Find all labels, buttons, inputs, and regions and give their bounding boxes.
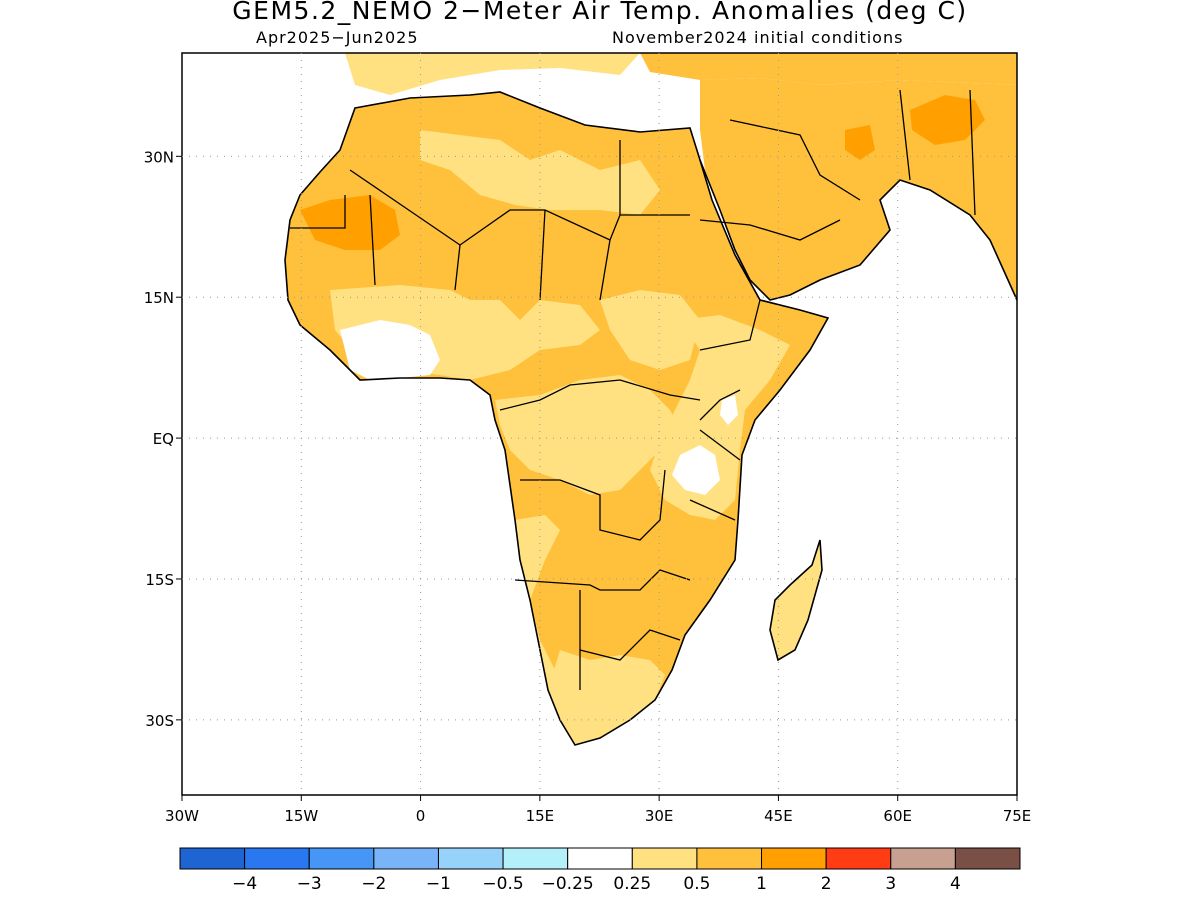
y-tick-label: EQ [153, 430, 174, 448]
colorbar-swatch [179, 847, 246, 870]
colorbar-label: −0.5 [482, 874, 523, 894]
colorbar-swatch [954, 847, 1021, 870]
guinea-coast-normal [340, 320, 440, 380]
colorbar-label: 3 [885, 874, 896, 894]
x-tick-label: 0 [416, 807, 426, 825]
colorbar-label: −1 [426, 874, 451, 894]
x-tick-label: 75E [1003, 807, 1032, 825]
x-tick-label: 30E [645, 807, 674, 825]
colorbar-label: −3 [297, 874, 322, 894]
europe-strip-east [640, 53, 1017, 85]
europe-strip [345, 53, 640, 95]
colorbar-label: 0.5 [683, 874, 710, 894]
colorbar: −4 −3 −2 −1 −0.5 −0.25 0.25 0.5 1 2 3 4 [179, 847, 1021, 894]
x-tick-label: 45E [764, 807, 793, 825]
x-tick-label: 30W [165, 807, 199, 825]
y-tick-label: 30S [145, 712, 174, 730]
colorbar-swatch [373, 847, 439, 870]
south-west-light [515, 515, 560, 690]
y-tick-label: 15S [145, 571, 174, 589]
initial-conditions: November2024 initial conditions [612, 28, 904, 47]
border-line-9 [689, 389, 741, 521]
border-line-3 [290, 194, 376, 286]
southern-africa-light [548, 650, 665, 745]
mauritania-warm [300, 195, 400, 250]
y-tick-label: 30N [144, 148, 174, 166]
colorbar-swatch [761, 847, 827, 870]
arabia-warm [845, 125, 875, 160]
land-fill [285, 53, 1017, 745]
arabia-coastline [699, 159, 1017, 301]
border-line-4 [499, 379, 701, 411]
colorbar-label: −2 [361, 874, 386, 894]
forecast-period: Apr2025−Jun2025 [256, 28, 419, 47]
colorbar-swatch [825, 847, 892, 870]
colorbar-swatch [567, 847, 633, 870]
colorbar-swatch [308, 847, 375, 870]
ethiopia-small-normal [720, 395, 738, 425]
colorbar-swatch [244, 847, 310, 870]
colorbar-swatch [890, 847, 956, 870]
iran-warm [910, 95, 985, 145]
kenya-normal [672, 445, 720, 495]
plot-frame [181, 52, 1018, 796]
grid-lines [182, 53, 1017, 795]
border-line-6 [514, 569, 691, 591]
ethiopia-light [600, 290, 700, 370]
border-line-2 [454, 140, 621, 301]
colorbar-label: 0.25 [613, 874, 651, 894]
colorbar-label: −4 [232, 874, 257, 894]
map-title: GEM5.2_NEMO 2−Meter Air Temp. Anomalies … [232, 0, 968, 25]
central-africa-light [495, 375, 680, 495]
border-line-7 [579, 590, 681, 690]
colorbar-label: 4 [950, 874, 961, 894]
x-tick-label: 15E [526, 807, 555, 825]
madagascar-land [770, 540, 822, 660]
border-line-5 [520, 469, 666, 541]
border-line-8 [699, 219, 841, 351]
colorbar-swatch [502, 847, 569, 870]
x-axis: 30W 15W 0 15E 30E 45E 60E 75E [165, 795, 1031, 825]
borders [284, 89, 1017, 746]
x-tick-label: 60E [883, 807, 912, 825]
colorbar-label: 2 [821, 874, 832, 894]
colorbar-swatch [631, 847, 698, 870]
x-tick-label: 15W [284, 807, 318, 825]
y-tick-label: 15N [144, 289, 174, 307]
colorbar-label: 1 [756, 874, 767, 894]
colorbar-swatch [696, 847, 763, 870]
border-line-10 [729, 89, 976, 216]
y-axis: 30N 15N EQ 15S 30S [144, 148, 182, 730]
colorbar-label: −0.25 [542, 874, 594, 894]
madagascar-coastline [769, 539, 823, 662]
colorbar-swatch [437, 847, 504, 870]
